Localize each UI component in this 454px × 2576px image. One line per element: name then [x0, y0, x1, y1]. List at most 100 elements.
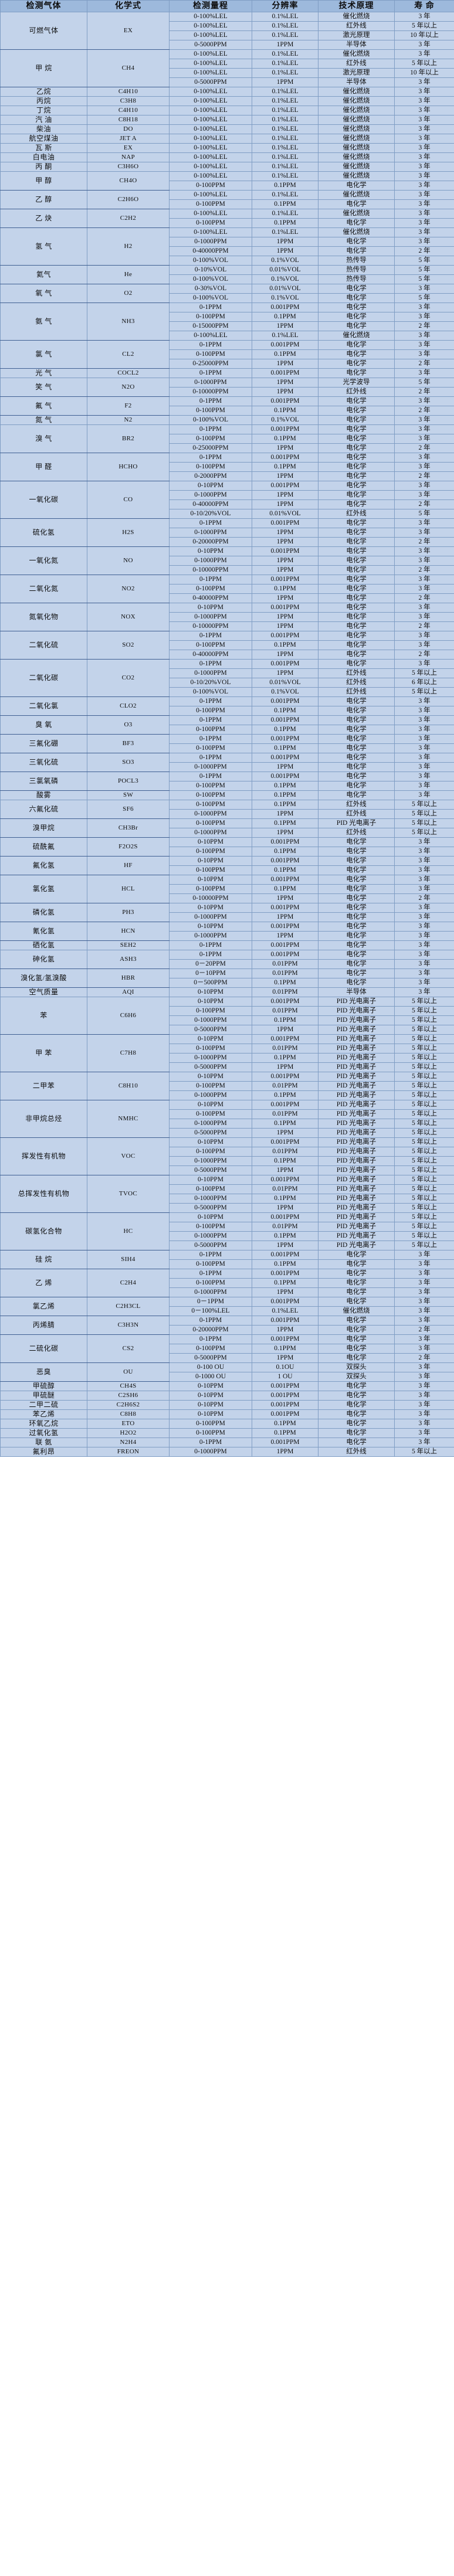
- chemical-formula-cell: OU: [87, 1362, 170, 1382]
- detection-range-cell: 0-10PPM: [169, 1212, 252, 1222]
- technology-cell: 电化学: [318, 734, 395, 744]
- table-row: 0-40000PPM 1PPM 电化学 2 年: [1, 593, 454, 603]
- technology-cell: 激光原理: [318, 30, 395, 40]
- technology-cell: 红外线: [318, 828, 395, 838]
- resolution-cell: 0.01PPM: [252, 987, 319, 997]
- lifetime-cell: 3 年: [394, 162, 454, 172]
- resolution-cell: 0.1%LEL: [252, 143, 319, 153]
- chemical-formula-cell: CH3Br: [87, 818, 170, 838]
- lifetime-cell: 3 年: [394, 734, 454, 744]
- technology-cell: PID 光电离子: [318, 1090, 395, 1100]
- detection-range-cell: 0-1000PPM: [169, 378, 252, 388]
- lifetime-cell: 2 年: [394, 593, 454, 603]
- resolution-cell: 0.1PPM: [252, 884, 319, 894]
- table-row: 瓦 斯 EX 0-100%LEL 0.1%LEL 催化燃烧 3 年: [0, 143, 454, 153]
- table-row: 非甲烷总烃 NMHC 0-10PPM 0.001PPM PID 光电离子 5 年以上: [0, 1100, 454, 1138]
- resolution-cell: 0.001PPM: [252, 1250, 319, 1260]
- detection-range-cell: 0-100PPM: [169, 847, 252, 857]
- detection-range-cell: 0-100PPM: [169, 312, 252, 322]
- resolution-cell: 0.1PPM: [252, 1428, 319, 1438]
- resolution-cell: 0.1PPM: [252, 1259, 319, 1269]
- technology-cell: 催化燃烧: [318, 115, 395, 125]
- detection-range-cell: 0-10PPM: [169, 1391, 252, 1401]
- technology-cell: 电化学: [318, 1316, 395, 1326]
- detection-range-cell: 0-100PPM: [169, 743, 252, 753]
- chemical-formula-cell: COCL2: [87, 368, 170, 378]
- detection-range-cell: 0-100%VOL: [169, 256, 252, 266]
- resolution-cell: 0.001PPM: [252, 1072, 319, 1082]
- lifetime-cell: 3 年: [394, 968, 454, 978]
- resolution-cell: 0.1PPM: [252, 725, 319, 735]
- technology-cell: PID 光电离子: [318, 1072, 395, 1082]
- table-row: 三氟化硼 BF3 0-1PPM 0.001PPM 电化学 3 年: [0, 734, 454, 753]
- table-row: 苯乙烯 C8H8 0-10PPM 0.001PPM 电化学 3 年: [0, 1409, 454, 1419]
- technology-cell: 电化学: [318, 903, 395, 913]
- resolution-cell: 0.1PPM: [252, 406, 319, 416]
- technology-cell: 电化学: [318, 940, 395, 950]
- technology-cell: 热传导: [318, 274, 395, 284]
- chemical-formula-cell: BR2: [87, 424, 170, 453]
- detection-range-cell: 0-1000PPM: [169, 668, 252, 678]
- gas-name-cell: 甲硫醚: [0, 1391, 87, 1401]
- resolution-cell: 0.1PPM: [252, 199, 319, 209]
- resolution-cell: 1PPM: [252, 1287, 319, 1297]
- technology-cell: 电化学: [318, 1250, 395, 1260]
- technology-cell: 催化燃烧: [318, 134, 395, 144]
- lifetime-cell: 3 年: [394, 1250, 454, 1260]
- table-row: 二氧化碳 CO2 0-1PPM 0.001PPM 电化学 3 年: [0, 659, 454, 697]
- technology-cell: PID 光电离子: [318, 1231, 395, 1241]
- gas-name-cell: 氯 气: [0, 340, 87, 369]
- chemical-formula-cell: N2O: [87, 378, 170, 397]
- chemical-formula-cell: HBR: [87, 968, 170, 988]
- gas-name-cell: 甲 烷: [0, 49, 87, 87]
- resolution-cell: 1PPM: [252, 912, 319, 922]
- technology-cell: 红外线: [318, 687, 395, 697]
- detection-range-cell: 0-5000PPM: [169, 1128, 252, 1138]
- technology-cell: 催化燃烧: [318, 331, 395, 341]
- resolution-cell: 0.001PPM: [252, 1137, 319, 1147]
- chemical-formula-cell: H2O2: [87, 1428, 170, 1438]
- table-row: 0-5000PPM 1PPM PID 光电离子 5 年以上: [1, 1241, 454, 1250]
- technology-cell: PID 光电离子: [318, 1184, 395, 1194]
- detection-range-cell: 0-100%LEL: [169, 59, 252, 69]
- detection-range-cell: 0-1000PPM: [169, 1447, 252, 1457]
- resolution-cell: 0.001PPM: [252, 546, 319, 556]
- detection-range-cell: 0-100%VOL: [169, 293, 252, 303]
- detection-range-cell: 0-1PPM: [169, 940, 252, 950]
- technology-cell: 催化燃烧: [318, 162, 395, 172]
- chemical-formula-cell: HCN: [87, 922, 170, 941]
- lifetime-cell: 5 年以上: [394, 1184, 454, 1194]
- lifetime-cell: 5 年以上: [394, 818, 454, 828]
- lifetime-cell: 2 年: [394, 621, 454, 631]
- gas-name-cell: 丙烯腈: [0, 1316, 87, 1335]
- gas-name-cell: 笑 气: [0, 378, 87, 397]
- resolution-cell: 0.001PPM: [252, 1297, 319, 1307]
- resolution-cell: 0.1PPM: [252, 706, 319, 716]
- table-row: 0-100PPM 0.1PPM 电化学 3 年: [1, 725, 454, 735]
- detection-range-cell: 0-1000PPM: [169, 237, 252, 247]
- lifetime-cell: 3 年: [394, 115, 454, 125]
- resolution-cell: 0.01%VOL: [252, 284, 319, 294]
- gas-name-cell: 乙 醇: [0, 190, 87, 209]
- table-row: 氟利昂 FREON 0-1000PPM 1PPM 红外线 5 年以上: [0, 1447, 454, 1457]
- resolution-cell: 0.01PPM: [252, 959, 319, 969]
- gas-name-cell: 臭 氧: [0, 715, 87, 735]
- technology-cell: 电化学: [318, 856, 395, 866]
- chemical-formula-cell: NAP: [87, 152, 170, 162]
- gas-name-cell: 柴油: [0, 124, 87, 134]
- table-row: 可燃气体 EX 0-100%LEL 0.1%LEL 催化燃烧 3 年: [0, 12, 454, 50]
- resolution-cell: 0.001PPM: [252, 940, 319, 950]
- table-row: 氟化氢 HF 0-10PPM 0.001PPM 电化学 3 年: [0, 856, 454, 875]
- resolution-cell: 0.001PPM: [252, 1034, 319, 1044]
- detection-range-cell: 0-100PPM: [169, 1222, 252, 1232]
- chemical-formula-cell: C2H6S2: [87, 1400, 170, 1410]
- technology-cell: 电化学: [318, 284, 395, 294]
- lifetime-cell: 5 年以上: [394, 1025, 454, 1035]
- lifetime-cell: 3 年: [394, 396, 454, 406]
- technology-cell: PID 光电离子: [318, 1137, 395, 1147]
- table-row: 0-1000PPM 0.1PPM PID 光电离子 5 年以上: [1, 1156, 454, 1166]
- gas-name-cell: 氢 气: [0, 227, 87, 266]
- technology-cell: 电化学: [318, 931, 395, 941]
- lifetime-cell: 3 年: [394, 1278, 454, 1288]
- chemical-formula-cell: C2H2: [87, 209, 170, 228]
